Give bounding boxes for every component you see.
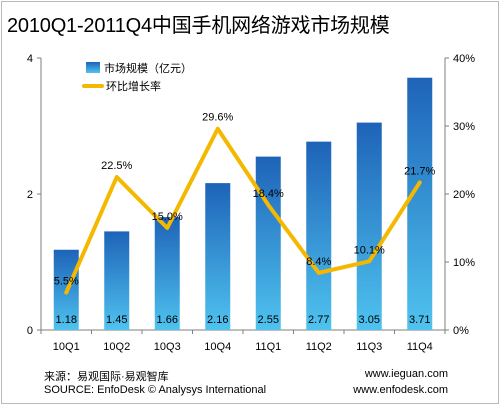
bar bbox=[407, 77, 433, 330]
source-en: SOURCE: EnfoDesk © Analysys Internationa… bbox=[44, 384, 267, 396]
x-axis-tick-label: 11Q4 bbox=[407, 341, 433, 353]
left-axis-tick-label: 4 bbox=[27, 53, 33, 65]
bar bbox=[154, 217, 180, 330]
line-point bbox=[317, 271, 321, 275]
legend: 市场规模（亿元） 环比增长率 bbox=[82, 61, 192, 93]
bar bbox=[205, 183, 231, 330]
line-value-labels: 5.5% 22.5% 15.0% 29.6% 18.4% 8.4% 10.1% 21.7% bbox=[54, 112, 436, 288]
line-value-label: 15.0% bbox=[152, 211, 183, 223]
legend-bar-label: 市场规模（亿元） bbox=[104, 61, 192, 75]
line-point bbox=[165, 226, 169, 230]
x-axis-tick-label: 10Q4 bbox=[204, 341, 231, 353]
bar bbox=[255, 156, 281, 330]
growth-rate-line bbox=[64, 126, 422, 295]
bar-value-label: 1.66 bbox=[157, 314, 178, 326]
bar bbox=[306, 141, 332, 330]
bar-value-label: 2.16 bbox=[207, 314, 228, 326]
line-point bbox=[266, 203, 270, 207]
line-value-label: 22.5% bbox=[101, 160, 132, 172]
bar-value-labels: 1.18 1.45 1.66 2.16 2.55 2.77 3.05 3.71 bbox=[56, 314, 431, 326]
bar bbox=[104, 231, 130, 330]
right-axis-tick-label: 40% bbox=[453, 53, 475, 65]
website-enfodesk: www.enfodesk.com bbox=[353, 384, 448, 396]
right-axis-tick-label: 10% bbox=[453, 257, 475, 269]
legend-line-label: 环比增长率 bbox=[106, 79, 161, 93]
line-point bbox=[367, 259, 371, 263]
website-ieguan: www.ieguan.com bbox=[364, 368, 448, 380]
left-axis-tick-label: 0 bbox=[27, 325, 33, 337]
x-axis-tick-label: 10Q1 bbox=[53, 341, 80, 353]
line-value-label: 18.4% bbox=[253, 188, 284, 200]
bar-value-label: 3.71 bbox=[409, 314, 430, 326]
bar-value-label: 2.55 bbox=[258, 314, 279, 326]
x-axis-tick-label: 11Q3 bbox=[356, 341, 382, 353]
bar-series bbox=[53, 77, 433, 330]
line-value-label: 10.1% bbox=[354, 244, 385, 256]
bar-value-label: 1.18 bbox=[56, 314, 77, 326]
line-value-label: 8.4% bbox=[306, 256, 331, 268]
bar bbox=[356, 122, 382, 330]
source-cn: 来源：易观国际·易观智库 bbox=[44, 371, 169, 383]
right-axis-tick-label: 20% bbox=[453, 189, 475, 201]
right-axis-tick-label: 0% bbox=[453, 325, 469, 337]
legend-bar-swatch bbox=[86, 62, 100, 73]
bar-value-label: 2.77 bbox=[308, 314, 329, 326]
line-point bbox=[216, 127, 220, 131]
x-axis-tick-label: 10Q3 bbox=[154, 341, 181, 353]
x-axis-tick-label: 10Q2 bbox=[103, 341, 130, 353]
x-axis-tick-label: 11Q1 bbox=[255, 341, 281, 353]
line-series bbox=[64, 126, 422, 295]
line-point bbox=[418, 180, 422, 184]
line-point bbox=[64, 291, 68, 295]
line-value-label: 5.5% bbox=[54, 276, 79, 288]
line-point bbox=[115, 175, 119, 179]
line-value-label: 29.6% bbox=[202, 112, 233, 124]
right-axis-tick-label: 30% bbox=[453, 121, 475, 133]
line-value-label: 21.7% bbox=[404, 165, 435, 177]
bar-value-label: 3.05 bbox=[359, 314, 380, 326]
bar-value-label: 1.45 bbox=[106, 314, 127, 326]
chart-title: 2010Q1-2011Q4中国手机网络游戏市场规模 bbox=[7, 15, 390, 37]
left-axis-tick-label: 2 bbox=[27, 189, 33, 201]
x-axis-tick-label: 11Q2 bbox=[306, 341, 332, 353]
